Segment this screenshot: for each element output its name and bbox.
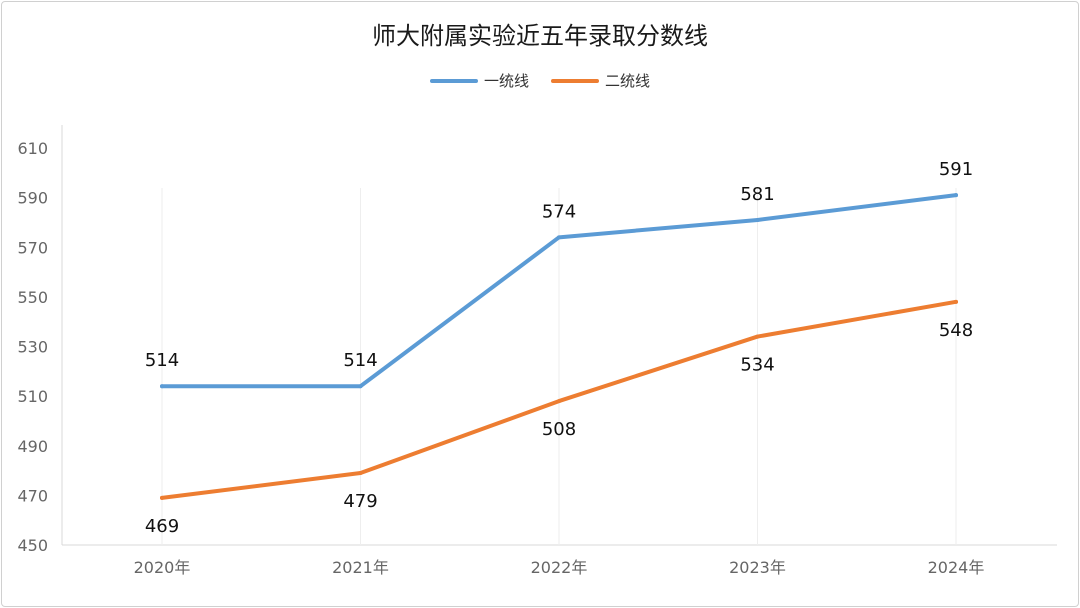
data-label-s1-4: 548 [939, 320, 973, 341]
data-point-s0-2 [557, 235, 561, 240]
data-point-s1-2 [557, 399, 561, 404]
legend: 一统线 二统线 [0, 70, 1080, 91]
y-tick-label-5: 550 [17, 288, 48, 307]
x-tick-label-4: 2024年 [928, 558, 985, 577]
data-label-s1-1: 479 [343, 491, 377, 512]
data-label-s0-3: 581 [740, 184, 774, 205]
legend-item-series-1: 二统线 [551, 70, 650, 91]
legend-item-series-0: 一统线 [429, 70, 529, 91]
data-point-s0-3 [755, 217, 760, 222]
data-point-s1-4 [954, 299, 958, 304]
y-tick-label-7: 590 [17, 189, 48, 208]
y-tick-label-1: 470 [17, 486, 48, 505]
legend-swatch-series-0 [429, 78, 478, 83]
x-tick-label-2: 2022年 [531, 558, 588, 577]
data-label-s0-2: 574 [542, 201, 576, 222]
y-tick-label-0: 450 [17, 536, 48, 555]
data-point-s1-0 [160, 495, 164, 500]
data-point-s0-4 [954, 193, 958, 198]
data-label-s0-4: 591 [939, 159, 973, 180]
x-tick-label-3: 2023年 [729, 558, 786, 577]
chart-title: 师大附属实验近五年录取分数线 [372, 22, 708, 50]
data-point-s1-1 [358, 471, 363, 476]
data-point-s0-0 [160, 384, 164, 389]
data-label-s1-3: 534 [740, 355, 774, 376]
data-point-s1-3 [755, 334, 760, 339]
x-tick-label-1: 2021年 [332, 558, 389, 577]
data-point-s0-1 [358, 384, 363, 389]
data-label-s1-2: 508 [542, 419, 576, 440]
y-tick-label-3: 510 [17, 387, 48, 406]
y-tick-label-8: 610 [17, 139, 48, 158]
legend-label-series-1: 二统线 [605, 72, 651, 90]
data-label-s0-0: 514 [145, 350, 179, 371]
legend-swatch-series-1 [551, 78, 599, 83]
y-tick-label-6: 570 [17, 238, 48, 257]
x-tick-label-0: 2020年 [134, 558, 191, 577]
data-label-s0-1: 514 [343, 350, 377, 371]
data-label-s1-0: 469 [145, 516, 179, 537]
legend-label-series-0: 一统线 [483, 72, 529, 90]
y-tick-label-4: 530 [17, 338, 48, 357]
y-tick-label-2: 490 [17, 437, 48, 456]
